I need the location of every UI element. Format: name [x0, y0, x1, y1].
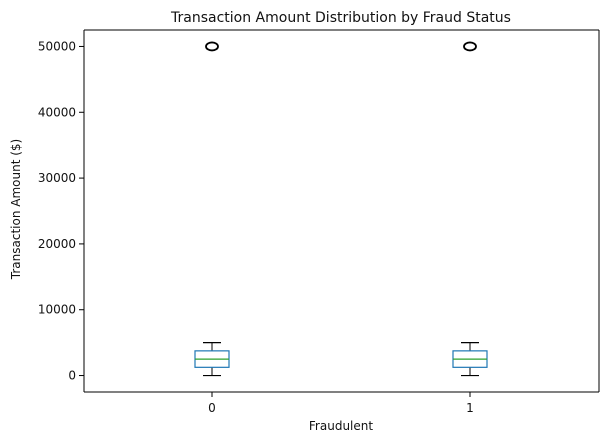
y-tick-label: 20000: [38, 237, 76, 251]
plot-layer: 0 10000 20000 30000 40000 50000 0 1: [38, 29, 600, 415]
y-tick-label: 40000: [38, 105, 76, 119]
outlier-marker: [205, 41, 219, 52]
x-tick-label: 1: [466, 401, 474, 415]
y-tick-label: 0: [68, 369, 76, 383]
y-tick-label: 30000: [38, 171, 76, 185]
x-axis-label: Fraudulent: [309, 419, 373, 433]
outlier-marker: [463, 41, 477, 52]
y-tick-label: 50000: [38, 39, 76, 53]
x-tick-label: 0: [208, 401, 216, 415]
chart-title: Transaction Amount Distribution by Fraud…: [170, 10, 511, 26]
y-tick-label: 10000: [38, 303, 76, 317]
y-axis-label: Transaction Amount ($): [9, 139, 23, 280]
